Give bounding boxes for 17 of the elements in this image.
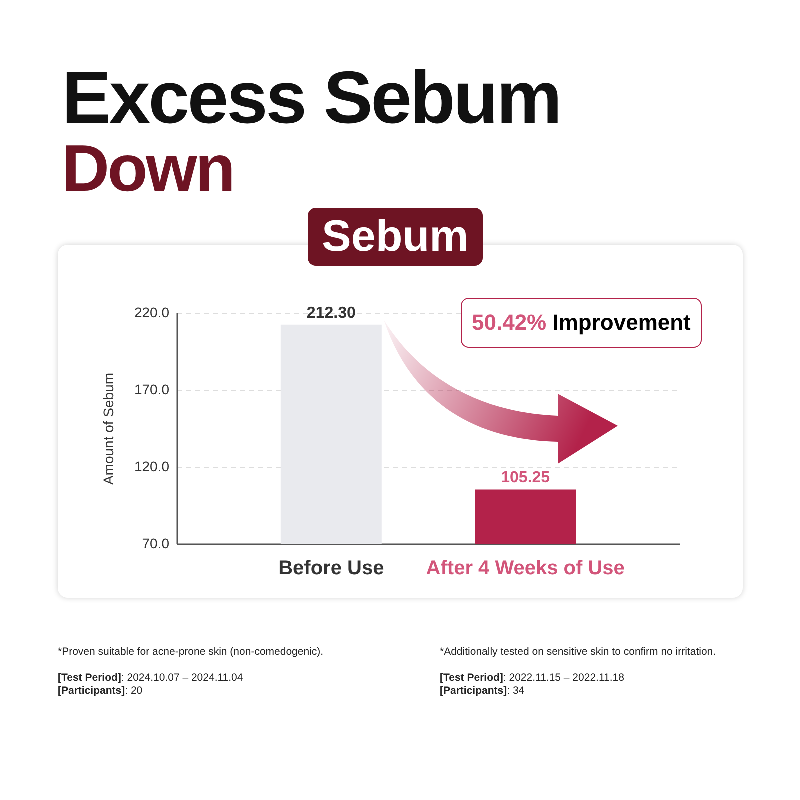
text: *Additionally tested on sensitive skin to confirm no irritation. xyxy=(440,646,716,659)
text: Sebum xyxy=(308,208,483,266)
annotation: 50.42% Improvement xyxy=(472,310,691,335)
y-tick-label: 120.0 xyxy=(134,458,170,474)
data-label: 212.30 xyxy=(306,304,356,322)
text: [Participants]: 20 xyxy=(58,685,144,698)
text: *Proven suitable for acne-prone skin (non-comedogenic). xyxy=(58,646,324,659)
text: [Test Period]: 2022.11.15 – 2022.11.18 xyxy=(440,672,626,685)
y-tick-label: 170.0 xyxy=(134,382,170,398)
y-tick-label: 70.0 xyxy=(142,536,170,552)
x-tick-label: Before Use xyxy=(278,558,384,580)
y-axis-title: Amount of Sebum xyxy=(100,372,116,486)
text: [Participants]: 34 xyxy=(440,685,526,698)
x-tick-label: After 4 Weeks of Use xyxy=(426,558,625,580)
y-tick-label: 220.0 xyxy=(134,304,170,320)
text: [Test Period]: 2024.10.07 – 2024.11.04 xyxy=(58,672,244,685)
data-label: 105.25 xyxy=(501,470,550,487)
